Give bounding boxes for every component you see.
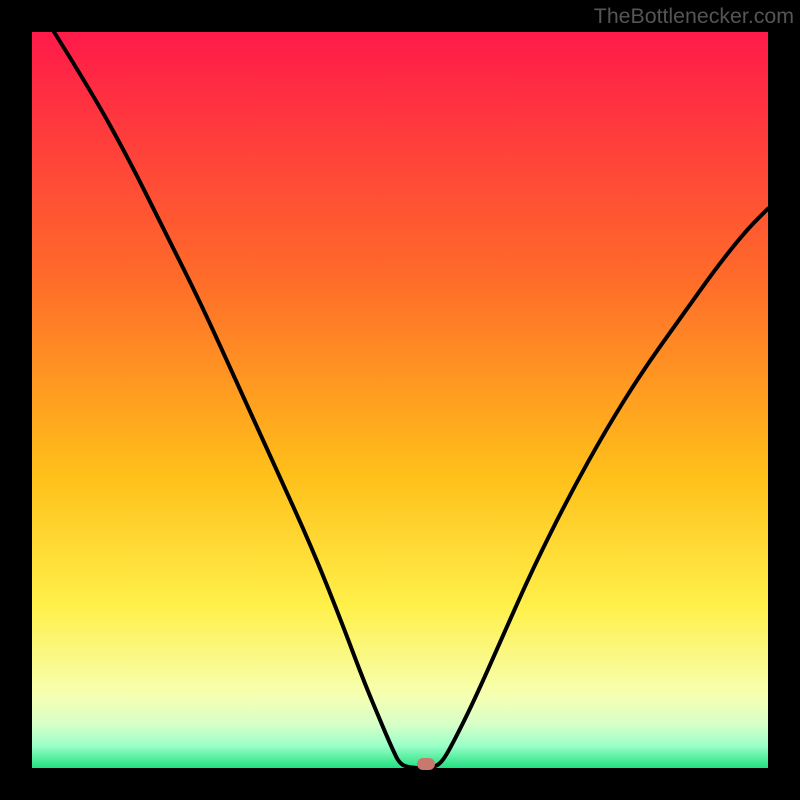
watermark-text: TheBottlenecker.com: [594, 4, 794, 29]
chart-frame: TheBottlenecker.com: [0, 0, 800, 800]
plot-area: [32, 32, 768, 768]
optimum-marker: [417, 758, 435, 770]
